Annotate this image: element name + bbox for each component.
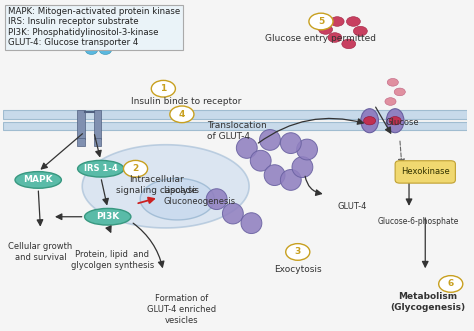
Ellipse shape [222,203,243,224]
Circle shape [111,40,123,48]
Ellipse shape [206,189,227,210]
Ellipse shape [78,161,124,177]
Circle shape [354,26,367,36]
Circle shape [79,35,91,43]
Text: Glucose-6-phosphate: Glucose-6-phosphate [378,217,459,226]
Text: PI3K: PI3K [96,212,119,221]
Ellipse shape [292,157,313,177]
Text: Translocation
of GLUT-4: Translocation of GLUT-4 [208,121,267,141]
Ellipse shape [281,133,301,154]
Circle shape [319,25,333,34]
Text: 2: 2 [132,164,139,173]
Text: Cellular growth
and survival: Cellular growth and survival [9,242,73,262]
Text: Exocytosis: Exocytosis [274,265,321,274]
Ellipse shape [241,213,262,234]
Ellipse shape [15,171,61,188]
Circle shape [439,276,463,292]
Ellipse shape [84,209,131,225]
Circle shape [385,98,396,105]
Circle shape [97,36,109,45]
Circle shape [394,88,405,96]
Bar [3,110,467,119]
Circle shape [106,27,118,35]
FancyBboxPatch shape [395,161,456,183]
Text: MAPK: MAPK [23,175,53,184]
Polygon shape [140,178,214,220]
Circle shape [309,13,333,30]
Text: 4: 4 [179,110,185,119]
Circle shape [342,39,356,49]
Bar [94,137,101,146]
Circle shape [286,244,310,260]
Text: Glucose: Glucose [385,118,419,126]
Circle shape [389,117,401,125]
Text: GLUT-4: GLUT-4 [337,202,366,211]
Text: Glucose entry permitted: Glucose entry permitted [265,34,376,43]
Bar [3,121,467,130]
Text: 1: 1 [160,84,166,93]
Circle shape [330,17,344,26]
Text: Protein, lipid  and
glycolgen synthesis: Protein, lipid and glycolgen synthesis [71,250,154,270]
Text: Intracellular
signaling cascade: Intracellular signaling cascade [116,175,197,195]
Text: MAPK: Mitogen-activated protein kinase
IRS: Insulin receptor substrate
PI3K: Pho: MAPK: Mitogen-activated protein kinase I… [8,7,180,47]
Circle shape [151,80,175,97]
Ellipse shape [250,150,271,171]
Text: Metabolism
(Glycogenesis): Metabolism (Glycogenesis) [390,292,465,312]
Bar [94,110,101,139]
Text: 5: 5 [318,17,324,26]
Circle shape [346,17,360,26]
Ellipse shape [260,129,281,150]
Text: Insulin binds to receptor: Insulin binds to receptor [131,97,242,106]
Circle shape [387,78,398,86]
Bar [77,137,84,146]
Circle shape [364,117,376,125]
Circle shape [88,24,100,32]
Text: Lipolysis
Gluconeogenesis: Lipolysis Gluconeogenesis [164,186,236,206]
Text: 6: 6 [447,279,454,288]
Ellipse shape [297,139,318,160]
Circle shape [124,161,147,177]
Circle shape [170,106,194,123]
Ellipse shape [264,165,285,186]
Text: 3: 3 [295,248,301,257]
Circle shape [100,46,111,55]
Text: Formation of
GLUT-4 enriched
vesicles: Formation of GLUT-4 enriched vesicles [147,294,217,325]
Circle shape [85,46,98,55]
Ellipse shape [237,137,257,158]
Text: Hexokinase: Hexokinase [401,167,450,176]
Bar [77,110,84,139]
Ellipse shape [386,109,404,133]
Text: IRS 1-4: IRS 1-4 [84,164,118,173]
Circle shape [328,33,342,42]
Ellipse shape [281,169,301,190]
Polygon shape [82,145,249,228]
Ellipse shape [361,109,378,133]
